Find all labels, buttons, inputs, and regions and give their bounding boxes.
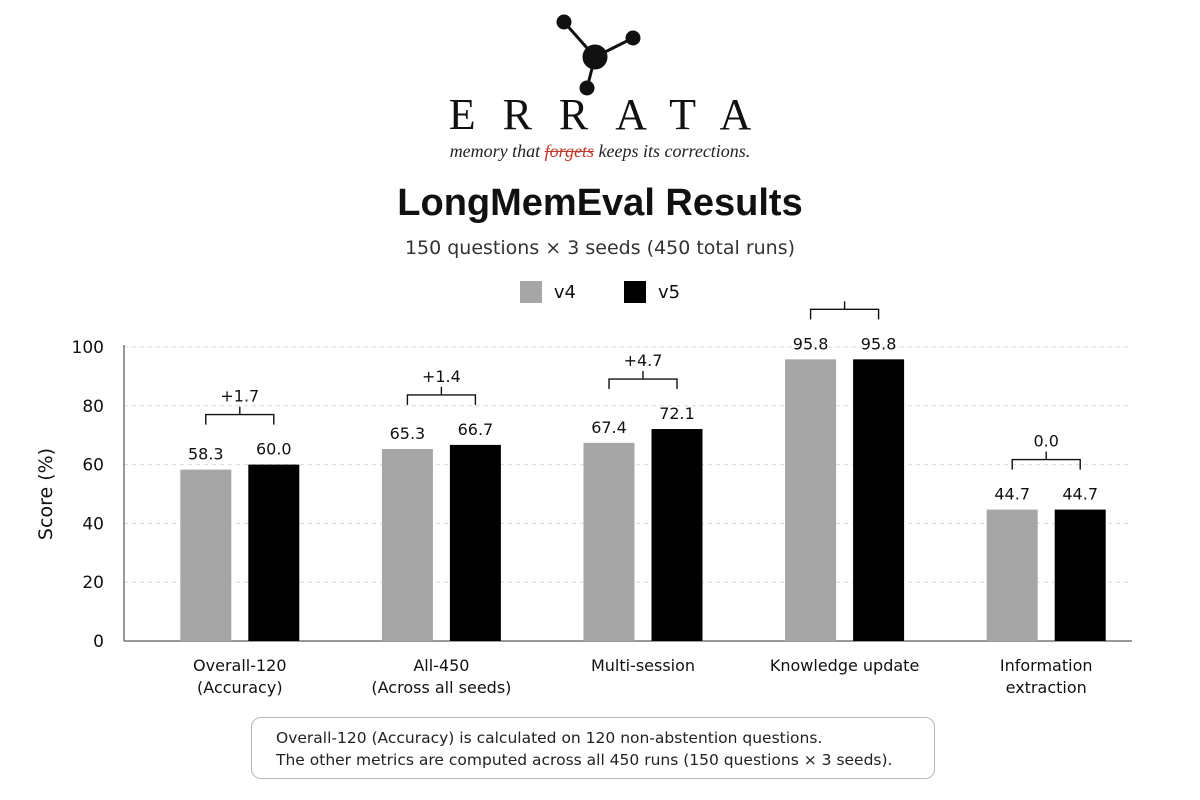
x-tick-label: Multi-session	[591, 656, 695, 675]
x-tick-label: extraction	[1006, 678, 1087, 697]
bar-v5	[248, 464, 300, 641]
delta-label: +4.7	[624, 351, 663, 370]
data-label-v4: 44.7	[994, 485, 1030, 504]
legend-swatch-v4	[519, 281, 542, 303]
y-tick-label: 100	[72, 338, 104, 358]
y-tick-label: 40	[82, 514, 104, 534]
brand-wordmark: ERRATA	[448, 90, 779, 139]
chart-subtitle: 150 questions × 3 seeds (450 total runs)	[404, 237, 796, 259]
tagline-after: keeps its corrections.	[598, 141, 751, 161]
bar-v4	[785, 359, 837, 641]
y-tick-label: 80	[82, 397, 104, 417]
data-label-v4: 58.3	[188, 445, 224, 464]
legend-item-v5: v5	[624, 281, 680, 303]
x-tick-label: Information	[1000, 656, 1093, 675]
y-tick-label: 20	[82, 573, 104, 593]
data-label-v5: 44.7	[1062, 485, 1098, 504]
data-label-v4: 95.8	[793, 334, 829, 353]
delta-bracket	[205, 406, 275, 425]
bar-v5	[853, 359, 905, 641]
legend-item-v4: v4	[519, 281, 576, 303]
data-label-v5: 60.0	[256, 440, 292, 459]
bar-v5	[1054, 509, 1106, 641]
delta-bracket	[406, 386, 477, 405]
x-tick-label: (Accuracy)	[197, 678, 283, 697]
x-tick-label: All-450	[413, 656, 469, 675]
delta-label: +1.4	[422, 367, 461, 386]
footnote-box: Overall-120 (Accuracy) is calculated on …	[251, 717, 935, 779]
y-tick-label: 0	[93, 632, 104, 652]
bar-chart: 0 20 40 60 80 100 Score (%) 58.3 60.0 +1.7 Overall…	[35, 300, 1132, 697]
bar-v4	[583, 442, 635, 641]
y-tick-label: 60	[82, 456, 104, 476]
brand-tagline: memory that forgets keeps its correction…	[0, 139, 1200, 163]
x-tick-label: Overall-120	[193, 656, 287, 675]
molecule-network-icon	[556, 14, 641, 96]
data-label-v5: 95.8	[861, 334, 897, 353]
bar-v4	[381, 449, 433, 641]
bar-v5	[449, 444, 501, 641]
data-label-v5: 66.7	[458, 420, 494, 439]
bar-v5	[651, 429, 703, 641]
delta-bracket	[608, 371, 678, 390]
tagline-struck-word: forgets	[544, 141, 595, 161]
delta-label: 0.0	[1033, 432, 1058, 451]
x-tick-label: Knowledge update	[770, 656, 919, 675]
legend-label-v5: v5	[658, 281, 681, 303]
tagline-before: memory that	[449, 141, 541, 161]
bar-v4	[986, 509, 1038, 641]
x-tick-label: (Across all seeds)	[371, 678, 511, 697]
data-label-v4: 67.4	[591, 418, 627, 437]
data-label-v4: 65.3	[390, 424, 426, 443]
footnote-line-2: The other metrics are computed across al…	[276, 751, 893, 769]
legend-swatch-v5	[624, 281, 646, 303]
delta-label: +1.7	[220, 387, 259, 406]
footnote-line-1: Overall-120 (Accuracy) is calculated on …	[276, 729, 823, 747]
legend-label-v4: v4	[553, 281, 576, 303]
delta-bracket	[1011, 451, 1081, 470]
bar-v4	[180, 469, 232, 641]
y-axis-label: Score (%)	[35, 448, 57, 540]
chart-legend: v4 v5	[0, 281, 1200, 303]
data-label-v5: 72.1	[659, 404, 695, 423]
chart-title: LongMemEval Results	[397, 182, 803, 224]
delta-bracket	[809, 301, 880, 320]
